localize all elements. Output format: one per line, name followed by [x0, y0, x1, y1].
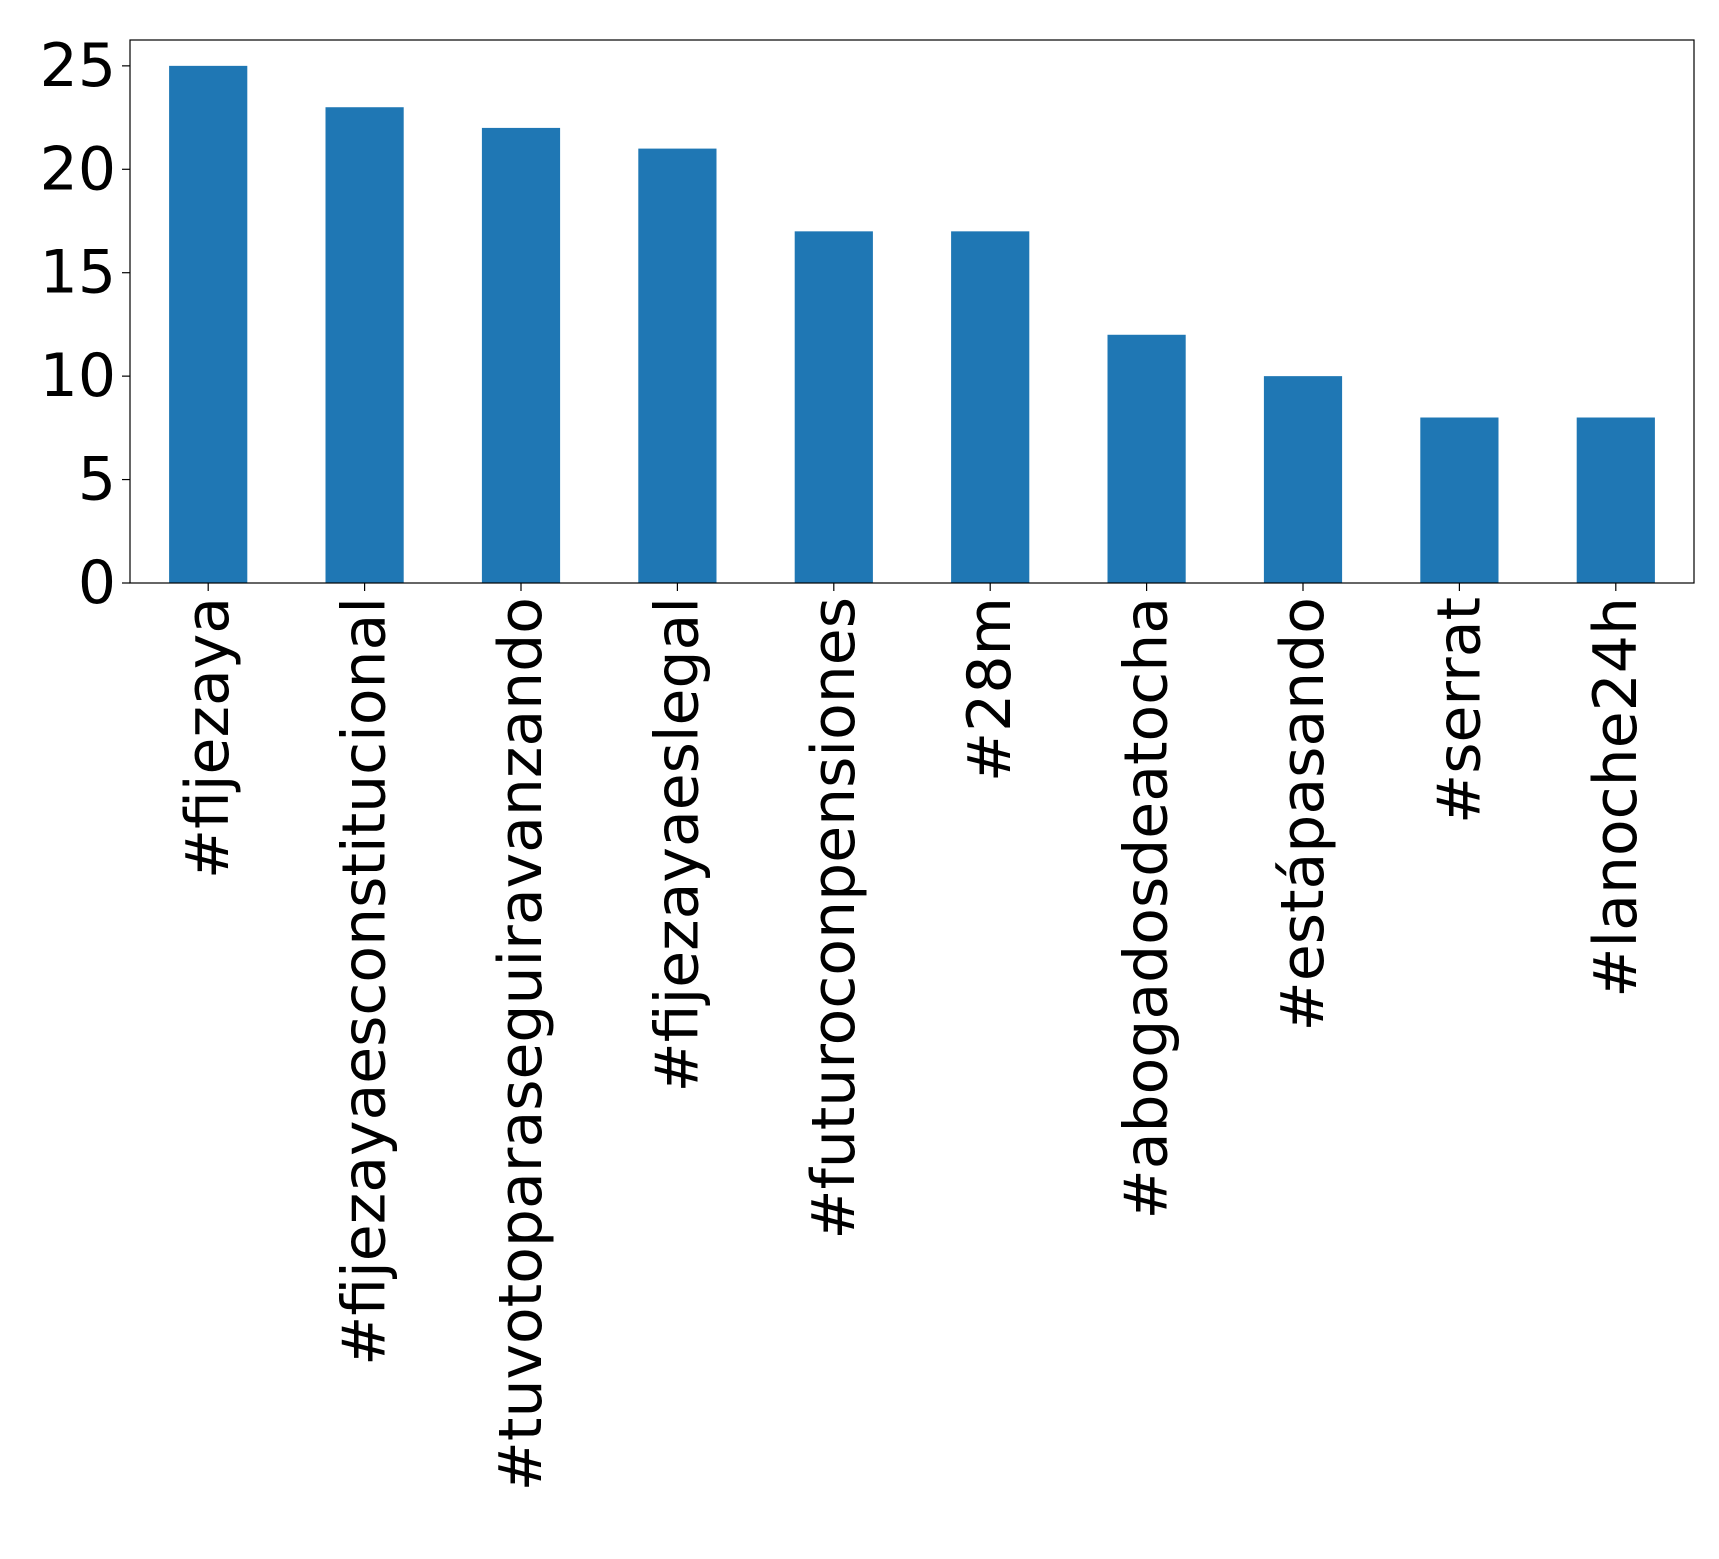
y-tick-label-10: 10: [40, 341, 116, 411]
x-tick-label-7: #abogadosdeatocha: [1112, 597, 1182, 1220]
y-axis-ticks: 0 5 10 15 20 25: [40, 31, 130, 618]
bar-10: [1576, 417, 1655, 583]
x-tick-label-8: #estápasando: [1268, 597, 1338, 1031]
y-tick-label-25: 25: [40, 31, 116, 101]
bar-4: [638, 148, 717, 583]
y-tick-label-20: 20: [40, 134, 116, 204]
x-tick-label-9: #serrat: [1424, 597, 1494, 824]
axes-layer: [129, 39, 1695, 584]
x-tick-label-4: #fijezayaeslegal: [642, 597, 712, 1092]
x-tick-label-1: #fijezaya: [173, 597, 243, 879]
x-tick-label-5: #futuroconpensiones: [799, 597, 869, 1240]
x-tick-label-2: #fijezayaesconstitucional: [330, 597, 400, 1366]
bar-6: [951, 231, 1030, 583]
bar-1: [169, 65, 248, 584]
x-axis-ticks: #fijezaya #fijezayaesconstitucional #tuvot…: [173, 583, 1651, 1491]
x-tick-label-3: #tuvotoparaseguiravanzando: [486, 597, 556, 1491]
x-tick-label-10: #lanoche24h: [1581, 597, 1651, 998]
bar-5: [794, 231, 873, 583]
bar-7: [1107, 334, 1186, 583]
bar-9: [1420, 417, 1499, 583]
y-tick-label-0: 0: [78, 548, 116, 618]
plot-frame: [129, 39, 1695, 584]
y-tick-label-5: 5: [78, 445, 116, 515]
x-tick-label-6: #28m: [955, 597, 1025, 782]
bar-8: [1263, 376, 1343, 583]
bar-2: [325, 107, 404, 583]
bars-layer: [169, 65, 1655, 584]
y-tick-label-15: 15: [40, 238, 116, 308]
bar-3: [481, 127, 561, 583]
